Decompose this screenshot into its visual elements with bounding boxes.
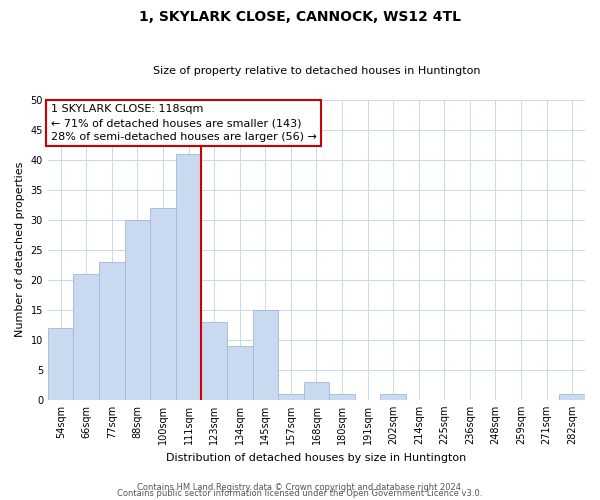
X-axis label: Distribution of detached houses by size in Huntington: Distribution of detached houses by size … (166, 452, 467, 462)
Bar (278, 394, 304, 400)
Bar (73, 274, 99, 400)
Bar (253, 310, 278, 400)
Bar (48, 328, 73, 400)
Text: 1, SKYLARK CLOSE, CANNOCK, WS12 4TL: 1, SKYLARK CLOSE, CANNOCK, WS12 4TL (139, 10, 461, 24)
Bar (202, 322, 227, 400)
Bar (559, 394, 585, 400)
Bar (125, 220, 150, 400)
Bar (329, 394, 355, 400)
Bar (227, 346, 253, 400)
Text: Contains HM Land Registry data © Crown copyright and database right 2024.: Contains HM Land Registry data © Crown c… (137, 484, 463, 492)
Title: Size of property relative to detached houses in Huntington: Size of property relative to detached ho… (153, 66, 480, 76)
Bar (304, 382, 329, 400)
Bar (99, 262, 125, 400)
Bar (150, 208, 176, 400)
Y-axis label: Number of detached properties: Number of detached properties (15, 162, 25, 338)
Text: 1 SKYLARK CLOSE: 118sqm
← 71% of detached houses are smaller (143)
28% of semi-d: 1 SKYLARK CLOSE: 118sqm ← 71% of detache… (50, 104, 316, 142)
Bar (380, 394, 406, 400)
Bar (176, 154, 202, 400)
Text: Contains public sector information licensed under the Open Government Licence v3: Contains public sector information licen… (118, 490, 482, 498)
